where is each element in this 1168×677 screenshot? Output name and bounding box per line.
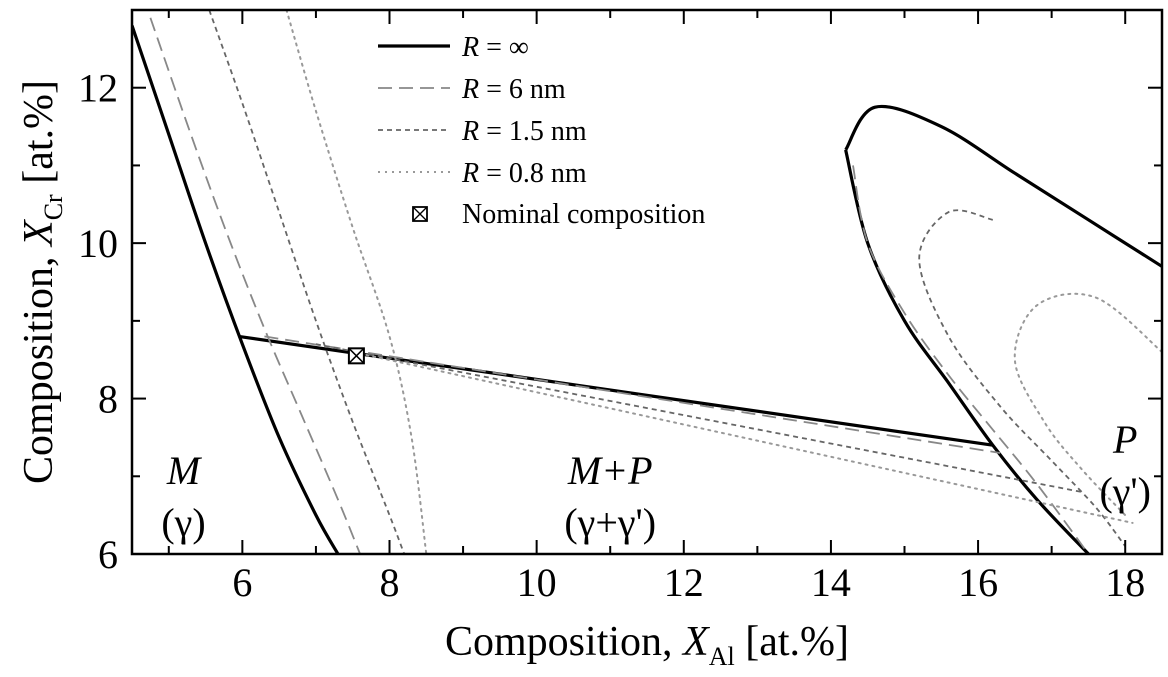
series-3-tie-line	[351, 350, 1134, 524]
region-2-phase: (γ')	[1099, 469, 1151, 514]
region-2-name: P	[1112, 417, 1137, 462]
x-tick-label: 8	[380, 560, 400, 605]
x-tick-label: 14	[811, 560, 851, 605]
x-tick-label: 16	[958, 560, 998, 605]
series-1-precipitate-lower	[852, 165, 1090, 554]
series-2-tie-line	[315, 343, 1082, 493]
series-3-precipitate-lower	[1013, 292, 1162, 517]
region-1-name: M+P	[567, 448, 653, 493]
x-axis-title: Composition, XAl [at.%]	[445, 619, 849, 671]
series-2-precipitate-lower	[918, 209, 1126, 547]
legend-item-1: R = 6 nm	[378, 74, 566, 105]
marker-cross-b	[348, 347, 365, 364]
legend-label: R = ∞	[461, 32, 529, 63]
x-tick-label: 10	[517, 560, 557, 605]
series-1-tie-line	[264, 335, 1001, 454]
plot-area	[132, 10, 1162, 554]
region-1-phase: (γ+γ')	[564, 500, 656, 545]
region-0-phase: (γ)	[161, 500, 205, 545]
series-0-matrix-boundary	[132, 25, 340, 554]
legend-item-2: R = 1.5 nm	[378, 116, 587, 147]
y-tick-label: 8	[98, 377, 118, 422]
legend-label: R = 1.5 nm	[461, 116, 587, 147]
nominal-composition-marker	[347, 347, 365, 365]
x-axis: 6 8 10 12 14 16 18	[167, 10, 1145, 605]
y-axis: 6 8 10 12	[78, 9, 1162, 577]
x-tick-label: 12	[664, 560, 704, 605]
region-labels: M (γ) M+P (γ+γ') P (γ')	[161, 417, 1151, 545]
legend-label: Nominal composition	[462, 199, 705, 230]
y-tick-label: 12	[78, 66, 118, 111]
y-tick-label: 10	[78, 221, 118, 266]
legend-label: R = 6 nm	[461, 74, 566, 105]
series-1-matrix-boundary	[149, 17, 361, 554]
series-0-precipitate-boundary	[844, 104, 1162, 268]
legend-marker-cross-b	[412, 206, 428, 222]
series-2-matrix-boundary	[208, 10, 406, 554]
legend-item-0: R = ∞	[378, 32, 529, 63]
series-0-precipitate-lower	[844, 149, 1090, 554]
legend-label: R = 0.8 nm	[461, 158, 587, 189]
y-axis-title: Composition, XCr [at.%]	[16, 80, 68, 484]
legend: R = ∞ R = 6 nm R = 1.5 nm R = 0.8 nm Nominal…	[378, 32, 705, 230]
region-0-name: M	[166, 448, 203, 493]
plot-frame	[130, 8, 1164, 556]
legend-item-3: R = 0.8 nm	[378, 158, 587, 189]
legend-item-4: Nominal composition	[412, 199, 705, 230]
x-tick-label: 6	[232, 560, 252, 605]
x-tick-label: 18	[1105, 560, 1145, 605]
y-tick-label: 6	[98, 532, 118, 577]
series-3-matrix-boundary	[285, 10, 428, 554]
